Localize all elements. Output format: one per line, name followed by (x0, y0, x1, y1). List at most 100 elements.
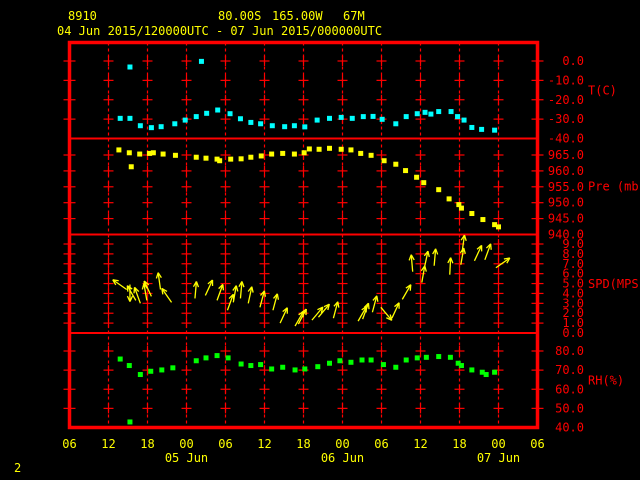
wind-arrow (204, 279, 214, 296)
relative_humidity-point (337, 358, 343, 364)
wind-arrow (317, 303, 331, 318)
relative_humidity-point (292, 367, 298, 373)
hour-label: 06 (374, 437, 388, 451)
wind-arrow (161, 287, 173, 303)
pressure-point (496, 224, 501, 230)
panel-unit-label: Pre (mb) (588, 180, 640, 194)
pressure-point (214, 156, 220, 162)
wind-arrow (226, 293, 235, 311)
pressure-point (316, 146, 322, 152)
temperature-point (455, 114, 461, 120)
pressure-point (150, 150, 156, 156)
wind-arrow (401, 284, 412, 300)
y-tick-label: -30.0 (548, 112, 584, 126)
temperature-point (461, 117, 467, 123)
y-tick-label: 1.0 (562, 316, 584, 330)
wind-arrow (294, 310, 305, 327)
y-tick-label: 9.0 (562, 237, 584, 251)
temperature-point (370, 113, 376, 119)
pressure-point (116, 147, 122, 153)
relative_humidity-point (436, 354, 442, 360)
temperature-point (158, 124, 164, 130)
relative_humidity-outlier-point (127, 419, 133, 425)
wind-arrow (216, 283, 225, 301)
pressure-point (436, 187, 442, 193)
pressure-point (368, 152, 374, 158)
y-tick-label: 0.0 (562, 326, 584, 340)
relative_humidity-point (258, 362, 264, 368)
temperature-point (237, 116, 243, 122)
relative_humidity-point (193, 358, 199, 364)
pressure-point (203, 155, 209, 161)
temperature-point (291, 123, 297, 129)
temperature-point (127, 115, 133, 121)
pressure-point (348, 147, 354, 153)
relative_humidity-point (238, 361, 244, 367)
wind-arrow (247, 286, 254, 304)
pressure-point (228, 156, 234, 162)
hour-label: 06 (218, 437, 232, 451)
wind-arrow (391, 302, 400, 319)
temperature-point (422, 109, 428, 115)
relative_humidity-point (126, 363, 132, 369)
y-tick-label: 40.0 (555, 421, 584, 435)
temperature-point (258, 121, 264, 127)
temperature-point (227, 111, 233, 117)
pressure-point (160, 151, 166, 157)
wind-arrow (332, 301, 340, 319)
station-latitude: 80.00S (218, 9, 262, 23)
relative_humidity-point (203, 355, 209, 361)
wind-arrow (232, 285, 239, 303)
y-tick-label: 70.0 (555, 363, 584, 377)
relative_humidity-point (403, 357, 409, 363)
temperature-point (436, 109, 442, 115)
y-tick-label: 965.0 (548, 148, 584, 162)
temperature-point (148, 125, 154, 131)
relative_humidity-point (393, 364, 399, 370)
y-tick-label: 955.0 (548, 180, 584, 194)
y-tick-label: 940.0 (548, 228, 584, 242)
hour-label: 12 (101, 437, 115, 451)
pressure-outlier-point (128, 164, 134, 170)
temperature-point (204, 110, 210, 116)
wind-arrow (460, 234, 467, 253)
y-tick-label: 6.0 (562, 267, 584, 281)
pressure-point (338, 146, 344, 152)
wind-arrow (484, 243, 492, 261)
temperature-point (379, 116, 385, 122)
temperature-point (137, 123, 143, 129)
pressure-point (269, 151, 275, 157)
temperature-point (117, 115, 123, 121)
wind-arrow (473, 244, 483, 262)
relative_humidity-point (380, 362, 386, 368)
station-longitude: 165.00W (272, 9, 323, 23)
temperature-point (414, 111, 420, 117)
y-tick-label: 80.0 (555, 344, 584, 358)
wind-arrow (311, 306, 324, 321)
y-tick-label: 4.0 (562, 286, 584, 300)
wind-arrow (133, 286, 141, 304)
wind-arrow (371, 295, 379, 313)
wind-arrow (155, 272, 162, 290)
relative_humidity-point (327, 360, 332, 366)
relative_humidity-point (414, 355, 420, 361)
hour-label: 18 (452, 437, 466, 451)
hour-label: 00 (335, 437, 349, 451)
y-tick-label: -20.0 (548, 93, 584, 107)
date-label: 06 Jun (321, 451, 364, 465)
temperature-point (492, 127, 498, 133)
obs-period: 04 Jun 2015/120000UTC - 07 Jun 2015/0000… (57, 24, 383, 38)
pressure-point (248, 154, 254, 160)
relative_humidity-point (315, 364, 321, 370)
wind-arrow (143, 280, 152, 297)
temperature-point (360, 114, 366, 120)
pressure-point (358, 150, 364, 156)
pressure-point (258, 153, 264, 159)
plot-frame (67, 40, 540, 430)
y-tick-label: 5.0 (562, 277, 584, 291)
y-tick-label: 7.0 (562, 257, 584, 271)
pressure-point (306, 146, 312, 152)
pressure-point (172, 152, 178, 158)
